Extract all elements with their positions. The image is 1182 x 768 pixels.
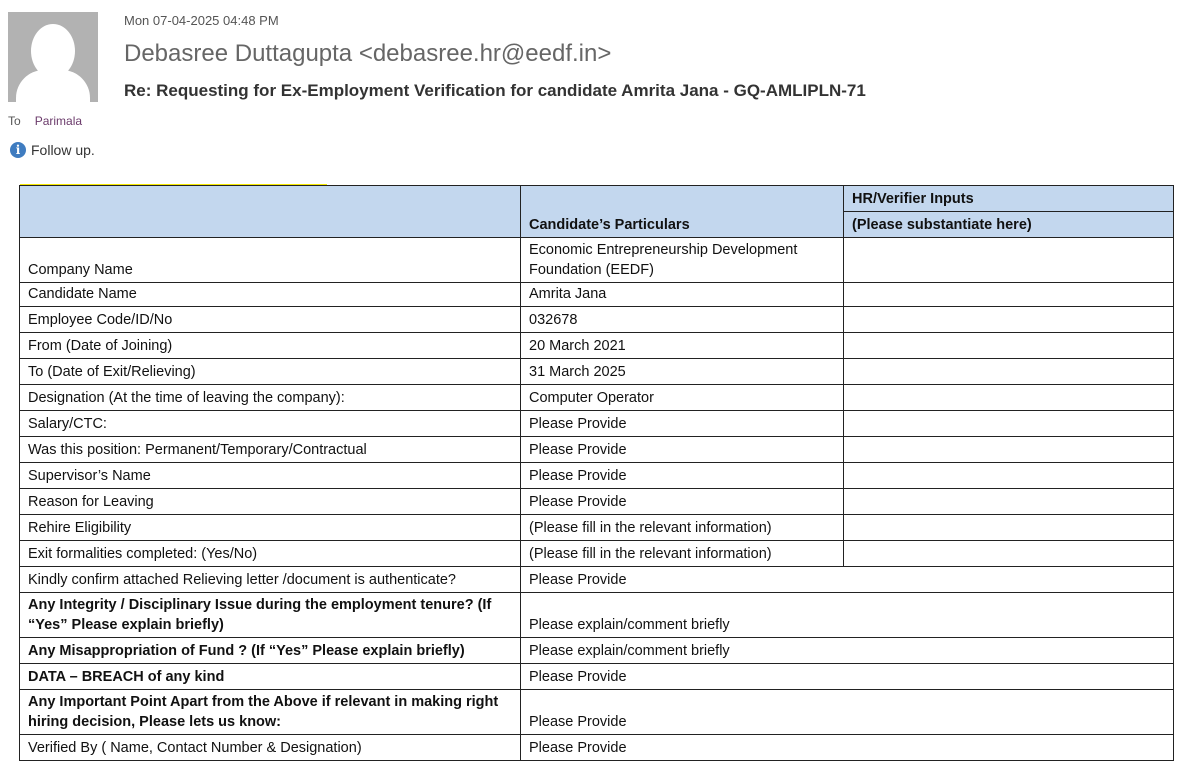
table-row: DATA – BREACH of any kind Please Provide: [19, 663, 1174, 690]
row-label: Candidate Name: [19, 282, 521, 307]
row-value: Please Provide: [520, 410, 844, 437]
hr-input-cell[interactable]: [843, 358, 1174, 385]
to-label: To: [8, 114, 21, 128]
table-row: Reason for Leaving Please Provide: [19, 488, 1174, 515]
table-row: To (Date of Exit/Relieving) 31 March 2025: [19, 358, 1174, 385]
table-row: Supervisor’s Name Please Provide: [19, 462, 1174, 489]
hr-input-cell[interactable]: [843, 282, 1174, 307]
row-label: Supervisor’s Name: [19, 462, 521, 489]
row-value: Please Provide: [520, 663, 1174, 690]
table-row: Any Integrity / Disciplinary Issue durin…: [19, 592, 1174, 638]
row-value: 20 March 2021: [520, 332, 844, 359]
row-label: Reason for Leaving: [19, 488, 521, 515]
row-value: Please explain/comment briefly: [520, 637, 1174, 664]
row-label: Was this position: Permanent/Temporary/C…: [19, 436, 521, 463]
row-value: Please Provide: [520, 462, 844, 489]
email-date: Mon 07-04-2025 04:48 PM: [124, 13, 279, 28]
row-label: To (Date of Exit/Relieving): [19, 358, 521, 385]
row-label: Any Important Point Apart from the Above…: [19, 689, 521, 735]
table-row: Rehire Eligibility (Please fill in the re…: [19, 514, 1174, 541]
row-value: (Please fill in the relevant information…: [520, 540, 844, 567]
hr-input-cell[interactable]: [843, 306, 1174, 333]
hr-input-cell[interactable]: [843, 514, 1174, 541]
recipient-name[interactable]: Parimala: [34, 114, 83, 128]
table-row: Exit formalities completed: (Yes/No) (Ple…: [19, 540, 1174, 567]
recipient-line: To Parimala: [8, 114, 82, 128]
row-label: Salary/CTC:: [19, 410, 521, 437]
row-value: Please Provide: [520, 689, 1174, 735]
email-sender[interactable]: Debasree Duttagupta <debasree.hr@eedf.in…: [124, 40, 612, 67]
row-label: Rehire Eligibility: [19, 514, 521, 541]
table-row: Designation (At the time of leaving the …: [19, 384, 1174, 411]
hr-input-cell[interactable]: [843, 436, 1174, 463]
table-row: Company Name Economic Entrepreneurship De…: [19, 237, 1174, 283]
hr-input-cell[interactable]: [843, 488, 1174, 515]
verification-table: Candidate’s Particulars HR/Verifier Inpu…: [19, 185, 1174, 761]
row-label: Kindly confirm attached Relieving letter…: [19, 566, 521, 593]
info-icon: i: [10, 142, 26, 158]
header-candidate: Candidate’s Particulars: [520, 185, 844, 238]
row-label: Designation (At the time of leaving the …: [19, 384, 521, 411]
hr-input-cell[interactable]: [843, 384, 1174, 411]
header-substantiate: (Please substantiate here): [843, 211, 1174, 238]
hr-input-cell[interactable]: [843, 237, 1174, 283]
header-blank: [19, 185, 521, 238]
row-label: Company Name: [19, 237, 521, 283]
table-row: Employee Code/ID/No 032678: [19, 306, 1174, 333]
row-value: Computer Operator: [520, 384, 844, 411]
hr-input-cell[interactable]: [843, 410, 1174, 437]
row-value: 032678: [520, 306, 844, 333]
hr-input-cell[interactable]: [843, 462, 1174, 489]
follow-up-text: Follow up.: [31, 142, 95, 158]
row-value: Please Provide: [520, 734, 1174, 761]
hr-input-cell[interactable]: [843, 332, 1174, 359]
table-row: Kindly confirm attached Relieving letter…: [19, 566, 1174, 593]
email-subject: Re: Requesting for Ex-Employment Verific…: [124, 81, 866, 100]
row-value: Please Provide: [520, 488, 844, 515]
row-value: Please Provide: [520, 566, 1174, 593]
avatar: [8, 12, 98, 102]
table-row: Verified By ( Name, Contact Number & Des…: [19, 734, 1174, 761]
row-value: Please Provide: [520, 436, 844, 463]
row-value: 31 March 2025: [520, 358, 844, 385]
row-label: Any Integrity / Disciplinary Issue durin…: [19, 592, 521, 638]
row-label: DATA – BREACH of any kind: [19, 663, 521, 690]
row-label: Employee Code/ID/No: [19, 306, 521, 333]
row-label: Exit formalities completed: (Yes/No): [19, 540, 521, 567]
row-value: Economic Entrepreneurship Development Fo…: [520, 237, 844, 283]
row-label: Any Misappropriation of Fund ? (If “Yes”…: [19, 637, 521, 664]
table-row: Candidate Name Amrita Jana: [19, 282, 1174, 307]
row-value: Amrita Jana: [520, 282, 844, 307]
row-value: Please explain/comment briefly: [520, 592, 1174, 638]
table-row: Any Important Point Apart from the Above…: [19, 689, 1174, 735]
row-label: From (Date of Joining): [19, 332, 521, 359]
table-row: From (Date of Joining) 20 March 2021: [19, 332, 1174, 359]
table-row: Was this position: Permanent/Temporary/C…: [19, 436, 1174, 463]
hr-input-cell[interactable]: [843, 540, 1174, 567]
follow-up-flag: i Follow up.: [10, 142, 95, 158]
table-row: Any Misappropriation of Fund ? (If “Yes”…: [19, 637, 1174, 664]
header-hr-inputs: HR/Verifier Inputs: [843, 185, 1174, 212]
row-value: (Please fill in the relevant information…: [520, 514, 844, 541]
table-row: Salary/CTC: Please Provide: [19, 410, 1174, 437]
row-label: Verified By ( Name, Contact Number & Des…: [19, 734, 521, 761]
